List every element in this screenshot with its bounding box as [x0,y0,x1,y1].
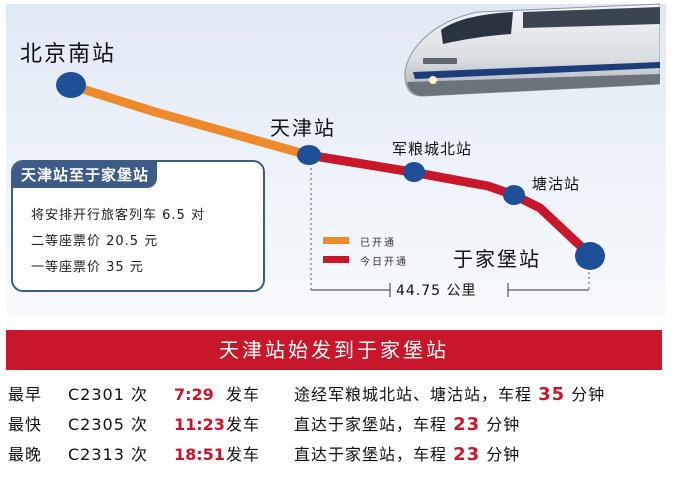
route-info: 途经军粮城北站、塘沽站，车程 35 分钟 [294,382,605,408]
info-box: 天津站至于家堡站 将安排开行旅客列车 6.5 对 二等座票价 20.5 元 一等… [11,160,265,292]
info-line-second-class-fare: 二等座票价 20.5 元 [31,234,159,249]
station-label-tanggu: 塘沽站 [532,175,581,193]
duration-minutes: 35 [538,384,566,405]
info-line-first-class-fare: 一等座票价 35 元 [31,260,144,275]
schedule-title-banner: 天津站始发到于家堡站 [6,330,662,370]
station-node-yujiapu [575,242,605,270]
duration-minutes: 23 [453,414,481,435]
route-info-text: 直达于家堡站，车程 [294,415,454,434]
duration-unit: 分钟 [480,445,521,464]
station-label-tianjin: 天津站 [270,116,336,140]
train-number: C2313 次 [68,445,148,464]
legend-label-opened: 已开通 [360,238,396,249]
duration-unit: 分钟 [480,415,521,434]
departure-time: 18:51 [174,445,225,464]
route-info-text: 途经军粮城北站、塘沽站，车程 [294,385,539,404]
schedule-row-latest: 最晚 C2313 次 18:51 发车 直达于家堡站，车程 23 分钟 [8,442,680,468]
row-label: 最快 [8,415,43,434]
train-number: C2301 次 [68,385,148,404]
station-node-tanggu [503,185,525,205]
opened-line-segment [68,81,313,160]
station-label-beijing-south: 北京南站 [20,42,117,67]
departure-time: 11:23 [174,415,225,434]
schedule-row-earliest: 最早 C2301 次 7:29 发车 途经军粮城北站、塘沽站，车程 35 分钟 [8,382,680,408]
duration-minutes: 23 [453,444,481,465]
route-info-text: 直达于家堡站，车程 [294,445,454,464]
depart-label: 发车 [226,445,261,464]
row-label: 最晚 [8,445,43,464]
info-line-trains: 将安排开行旅客列车 6.5 对 [31,208,205,223]
train-number: C2305 次 [68,415,148,434]
depart-label: 发车 [226,385,261,404]
station-label-yujiapu: 于家堡站 [453,247,541,271]
station-label-junliangcheng-north: 军粮城北站 [392,140,473,158]
train-image [404,3,660,97]
legend-swatch-today [323,256,349,263]
route-line-chart [56,72,605,297]
departure-time: 7:29 [174,385,214,404]
route-info: 直达于家堡站，车程 23 分钟 [294,442,520,468]
depart-label: 发车 [226,415,261,434]
station-node-junliangcheng-north [403,162,425,182]
station-node-tianjin [297,145,321,165]
legend-label-today: 今日开通 [360,257,408,268]
route-info: 直达于家堡站，车程 23 分钟 [294,412,520,438]
row-label: 最早 [8,385,43,404]
duration-unit: 分钟 [565,385,606,404]
today-line-segment [303,150,594,259]
info-box-title: 天津站至于家堡站 [13,162,158,188]
distance-label: 44.75 公里 [396,283,477,299]
schedule-row-fastest: 最快 C2305 次 11:23 发车 直达于家堡站，车程 23 分钟 [8,412,680,438]
station-node-beijing-south [56,72,86,98]
legend-swatch-opened [323,237,349,244]
